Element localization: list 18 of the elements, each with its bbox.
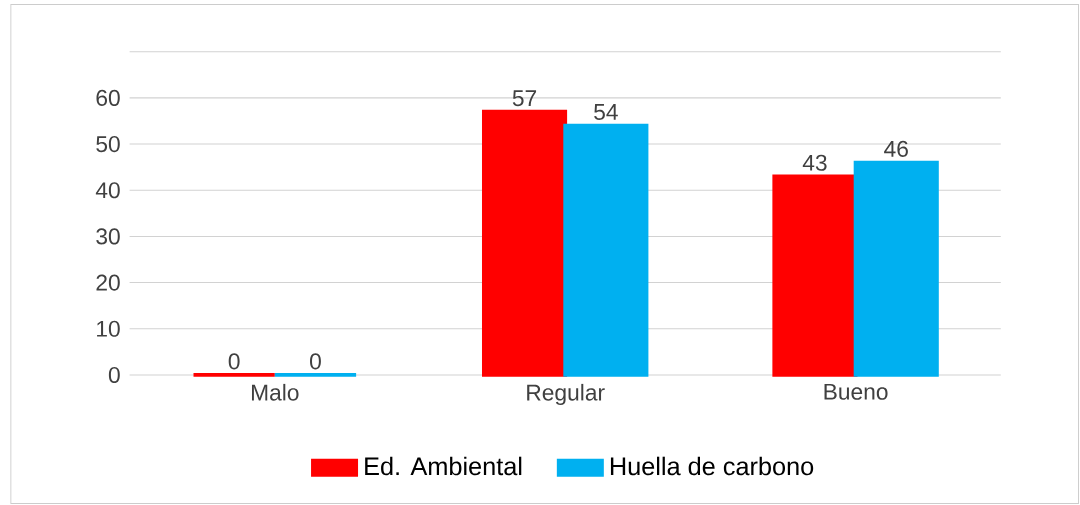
data-label: 43	[802, 154, 827, 171]
data-label: 0	[228, 353, 240, 370]
x-tick-label: Regular	[527, 383, 605, 406]
y-tick-label: 0	[108, 366, 120, 384]
data-label: 0	[310, 353, 321, 370]
legend-label: Ed. Ambiental	[365, 456, 522, 476]
y-tick-label: 40	[95, 182, 120, 199]
data-label: 54	[594, 104, 618, 121]
legend-label: Huella de carbono	[610, 456, 814, 476]
y-tick-label: 60	[96, 89, 120, 106]
x-tick-label: Bueno	[824, 383, 888, 400]
data-label: 57	[512, 90, 537, 107]
data-label: 46	[884, 140, 908, 157]
y-tick-label: 20	[96, 274, 120, 291]
y-tick-label: 30	[96, 228, 120, 245]
y-tick-label: 50	[96, 135, 120, 153]
y-tick-label: 10	[97, 320, 120, 337]
x-tick-label: Malo	[251, 383, 299, 401]
